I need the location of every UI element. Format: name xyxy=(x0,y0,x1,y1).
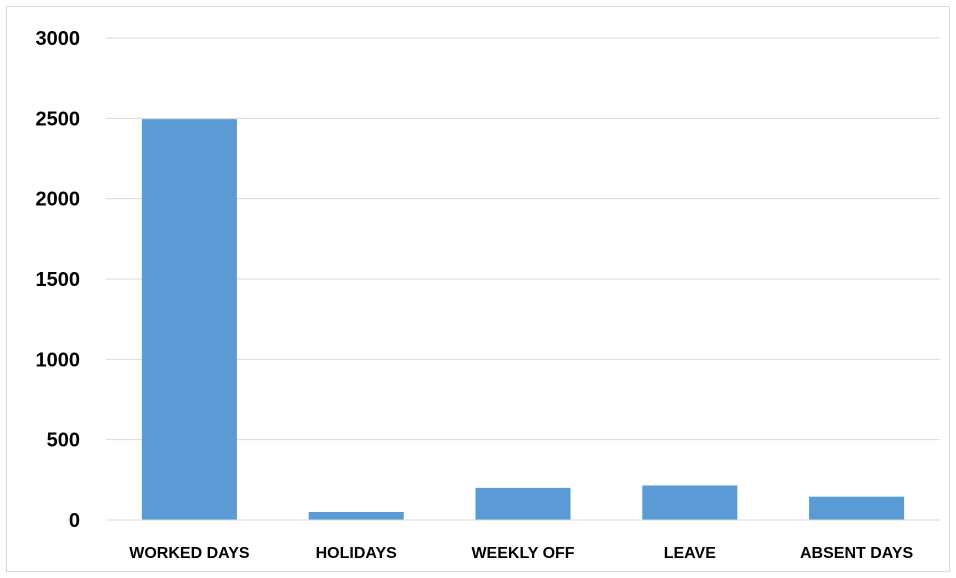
y-tick-label: 0 xyxy=(69,510,80,532)
x-category-label: WORKED DAYS xyxy=(129,545,250,562)
x-category-label: HOLIDAYS xyxy=(316,545,398,562)
bars xyxy=(141,119,905,521)
x-axis-labels: WORKED DAYS HOLIDAYS WEEKLY OFF LEAVE ABSENT… xyxy=(129,545,913,562)
bar-leave xyxy=(642,485,738,520)
y-axis-ticks: 0 500 1000 1500 2000 2500 3000 xyxy=(36,28,81,532)
x-category-label: WEEKLY OFF xyxy=(471,545,574,562)
y-tick-label: 2500 xyxy=(36,108,81,130)
y-tick-label: 3000 xyxy=(36,28,81,50)
y-tick-label: 2000 xyxy=(36,189,81,211)
y-tick-label: 1500 xyxy=(36,269,81,291)
x-category-label: LEAVE xyxy=(664,545,716,562)
x-category-label: ABSENT DAYS xyxy=(800,545,914,562)
y-tick-label: 1000 xyxy=(36,349,81,371)
bar-absent-days xyxy=(809,496,905,520)
gridlines xyxy=(106,37,940,441)
bar-worked-days xyxy=(141,119,237,521)
y-tick-label: 500 xyxy=(47,430,80,452)
bar-holidays xyxy=(308,511,404,520)
bar-weekly-off xyxy=(475,487,571,520)
